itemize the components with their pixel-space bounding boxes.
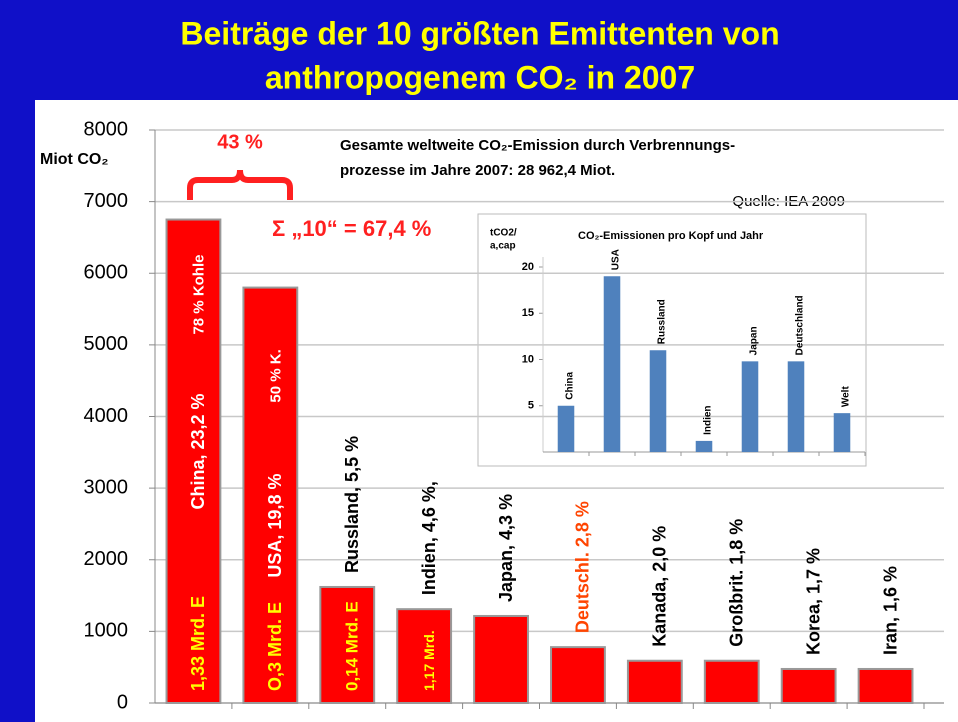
bar-label: Korea, 1,7 % bbox=[803, 548, 823, 655]
bar bbox=[396, 608, 453, 705]
inset-bar bbox=[649, 350, 667, 452]
inset-category-label: China bbox=[565, 372, 576, 400]
bar bbox=[473, 614, 529, 705]
y-tick-label: 2000 bbox=[84, 548, 129, 570]
y-tick-label: 8000 bbox=[84, 118, 129, 140]
population-label: 0,14 Mrd. E bbox=[343, 601, 362, 691]
bar bbox=[857, 667, 914, 705]
inset-category-label: USA bbox=[611, 249, 622, 270]
inset-y-tick-label: 15 bbox=[522, 307, 534, 319]
bar-label: Deutschl. 2,8 % bbox=[573, 501, 593, 633]
bar bbox=[319, 585, 376, 705]
bracket bbox=[187, 169, 293, 200]
inset-bar bbox=[741, 361, 759, 452]
inset-bar bbox=[695, 440, 713, 452]
inset-bar bbox=[833, 413, 851, 452]
bar-label: Japan, 4,3 % bbox=[496, 494, 516, 602]
inset-category-label: Welt bbox=[841, 386, 852, 408]
y-tick-label: 5000 bbox=[84, 333, 129, 355]
bar-label: USA, 19,8 % bbox=[265, 474, 285, 578]
y-tick-label: 7000 bbox=[84, 190, 129, 212]
bar-label: Indien, 4,6 %, bbox=[419, 481, 439, 595]
population-label: O,3 Mrd. E bbox=[265, 602, 285, 691]
y-tick-label: 1000 bbox=[84, 620, 129, 642]
inset-y-title: tCO2/ bbox=[490, 228, 517, 239]
bar-label: Iran, 1,6 % bbox=[880, 566, 900, 655]
sum-label: Σ „10“ = 67,4 % bbox=[272, 216, 431, 241]
bar bbox=[626, 659, 683, 705]
energy-label: 78 % Kohle bbox=[190, 254, 207, 334]
y-tick-label: 0 bbox=[117, 691, 128, 713]
bar-label: Kanada, 2,0 % bbox=[650, 526, 670, 647]
bar bbox=[780, 667, 837, 705]
inset-category-label: Indien bbox=[703, 405, 714, 434]
annotation: Gesamte weltweite CO₂-Emission durch Ver… bbox=[340, 137, 735, 154]
inset-category-label: Japan bbox=[749, 326, 760, 355]
bar bbox=[165, 218, 222, 704]
population-label: 1,17 Mrd. bbox=[421, 630, 437, 691]
bar bbox=[550, 646, 606, 705]
inset-y-tick-label: 10 bbox=[522, 353, 534, 365]
bar-label: China, 23,2 % bbox=[188, 393, 208, 509]
inset-category-label: Russland bbox=[657, 299, 668, 344]
title-line: Beiträge der 10 größten Emittenten von bbox=[180, 15, 779, 51]
bar-label: Großbrit. 1,8 % bbox=[727, 519, 747, 647]
bar-label: Russland, 5,5 % bbox=[342, 436, 362, 573]
y-axis-title: Miot CO₂ bbox=[40, 151, 108, 168]
inset-bar bbox=[787, 361, 805, 452]
inset-title: CO₂-Emissionen pro Kopf und Jahr bbox=[578, 230, 764, 242]
inset-bar bbox=[557, 405, 575, 452]
inset-y-tick-label: 20 bbox=[522, 261, 534, 273]
population-label: 1,33 Mrd. E bbox=[188, 596, 208, 691]
bracket-label: 43 % bbox=[217, 131, 263, 153]
y-tick-label: 6000 bbox=[84, 262, 129, 284]
inset-frame bbox=[477, 213, 867, 467]
inset-y-title: a,cap bbox=[490, 241, 516, 252]
annotation: prozesse im Jahre 2007: 28 962,4 Miot. bbox=[340, 162, 615, 179]
inset-bar bbox=[603, 276, 621, 452]
energy-label: 50 % K. bbox=[267, 349, 284, 402]
bar bbox=[242, 286, 299, 704]
y-tick-label: 4000 bbox=[84, 405, 129, 427]
inset-category-label: Deutschland bbox=[795, 295, 806, 355]
y-tick-label: 3000 bbox=[84, 476, 129, 498]
bar bbox=[703, 659, 760, 705]
title-line: anthropogenem CO₂ in 2007 bbox=[265, 59, 695, 95]
inset-y-tick-label: 5 bbox=[528, 400, 534, 412]
